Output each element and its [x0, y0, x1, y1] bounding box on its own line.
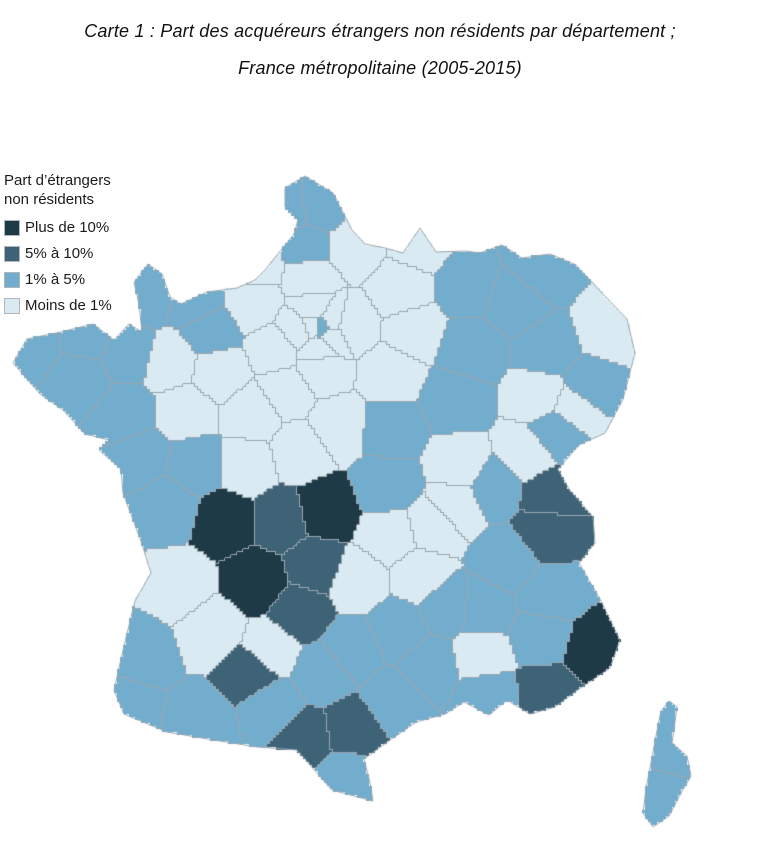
- legend-label: Moins de 1%: [25, 297, 112, 314]
- page-title-line1: Carte 1 : Part des acquéreurs étrangers …: [84, 21, 676, 41]
- legend-label: 1% à 5%: [25, 271, 86, 288]
- france-choropleth-map: [0, 165, 760, 855]
- legend-label: 5% à 10%: [25, 245, 94, 262]
- legend-items: Plus de 10% 5% à 10% 1% à 5% Moins de 1%: [4, 219, 194, 314]
- legend-swatch-gt10: [4, 219, 20, 236]
- legend-title-line2: non résidents: [4, 191, 95, 208]
- legend-item-lt1: Moins de 1%: [4, 297, 194, 314]
- map-title: Carte 1 : Part des acquéreurs étrangers …: [0, 0, 760, 87]
- legend-swatch-p1to5: [4, 271, 20, 288]
- legend-item-p1to5: 1% à 5%: [4, 271, 194, 288]
- legend-swatch-p5to10: [4, 245, 20, 262]
- legend-title: Part d’étrangers non résidents: [4, 171, 194, 209]
- map-legend: Part d’étrangers non résidents Plus de 1…: [4, 171, 194, 314]
- legend-item-p5to10: 5% à 10%: [4, 245, 194, 262]
- legend-item-gt10: Plus de 10%: [4, 219, 194, 236]
- legend-swatch-lt1: [4, 297, 20, 314]
- map-area: Part d’étrangers non résidents Plus de 1…: [0, 165, 760, 855]
- legend-title-line1: Part d’étrangers: [4, 172, 111, 189]
- legend-label: Plus de 10%: [25, 219, 110, 236]
- page-title-line2: France métropolitaine (2005-2015): [238, 58, 522, 78]
